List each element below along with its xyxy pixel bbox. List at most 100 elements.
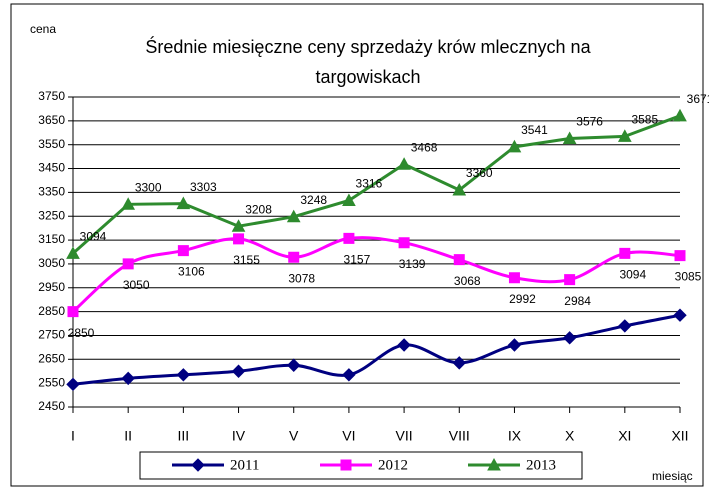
data-label: 3208 bbox=[245, 202, 272, 216]
data-point bbox=[67, 306, 79, 318]
y-tick-label: 2850 bbox=[38, 304, 65, 318]
data-label: 3094 bbox=[80, 230, 107, 244]
y-tick-label: 3450 bbox=[38, 161, 65, 175]
data-label: 2984 bbox=[564, 294, 591, 308]
x-tick-label: XII bbox=[671, 428, 688, 444]
x-tick-label: VII bbox=[396, 428, 413, 444]
y-tick-label: 3250 bbox=[38, 208, 65, 222]
data-point bbox=[66, 377, 80, 392]
x-tick-label: IV bbox=[232, 428, 246, 444]
data-label: 3541 bbox=[521, 123, 548, 137]
series-line bbox=[72, 313, 681, 386]
data-label: 3085 bbox=[675, 270, 702, 284]
data-point bbox=[121, 197, 136, 210]
data-point bbox=[674, 250, 686, 262]
data-label: 3157 bbox=[344, 253, 371, 267]
data-point bbox=[231, 364, 246, 378]
data-point bbox=[452, 182, 467, 196]
y-tick-label: 3050 bbox=[38, 256, 65, 270]
y-tick-label: 2450 bbox=[38, 399, 65, 413]
x-tick-label: IX bbox=[508, 428, 522, 444]
x-tick-label: V bbox=[289, 428, 299, 444]
data-point bbox=[343, 232, 355, 244]
data-point bbox=[508, 272, 520, 284]
data-point bbox=[288, 251, 300, 263]
data-point bbox=[122, 258, 134, 270]
data-point bbox=[564, 274, 576, 286]
x-tick-label: VI bbox=[342, 428, 355, 444]
y-tick-label: 2950 bbox=[38, 280, 65, 294]
x-tick-label: III bbox=[178, 428, 190, 444]
data-point bbox=[177, 245, 189, 257]
data-label: 3078 bbox=[288, 271, 315, 285]
chart-title: targowiskach bbox=[315, 67, 420, 87]
legend-marker bbox=[340, 459, 352, 471]
data-label: 3139 bbox=[399, 257, 426, 271]
y-axis-label: cena bbox=[30, 22, 56, 36]
data-label: 3106 bbox=[178, 265, 205, 279]
data-label: 3671 bbox=[687, 92, 709, 106]
data-point bbox=[286, 209, 301, 223]
data-label: 3303 bbox=[190, 180, 217, 194]
data-point bbox=[342, 193, 356, 206]
data-point bbox=[176, 196, 191, 210]
data-point bbox=[66, 246, 80, 259]
legend-marker bbox=[487, 457, 501, 471]
data-point bbox=[398, 237, 410, 249]
chart-frame bbox=[10, 3, 704, 487]
y-tick-label: 3150 bbox=[38, 232, 65, 246]
data-label: 3068 bbox=[454, 274, 481, 288]
series-line bbox=[72, 114, 681, 255]
data-label: 3155 bbox=[233, 253, 260, 267]
y-tick-label: 2650 bbox=[38, 351, 65, 365]
y-tick-label: 3350 bbox=[38, 185, 65, 199]
data-point bbox=[231, 219, 246, 232]
y-tick-label: 3550 bbox=[38, 137, 65, 151]
x-axis-label: miesiąc bbox=[652, 469, 693, 483]
data-point bbox=[507, 139, 522, 153]
data-point bbox=[562, 331, 577, 345]
legend-label: 2013 bbox=[526, 457, 556, 473]
data-label: 2992 bbox=[509, 292, 536, 306]
data-label: 3248 bbox=[300, 193, 327, 207]
x-tick-label: XI bbox=[618, 428, 631, 444]
data-point bbox=[618, 319, 632, 333]
data-label: 3300 bbox=[135, 180, 162, 194]
data-point bbox=[673, 108, 687, 122]
data-point bbox=[121, 371, 135, 386]
x-tick-label: X bbox=[565, 428, 575, 444]
x-tick-label: VIII bbox=[449, 428, 470, 444]
data-point bbox=[287, 358, 301, 372]
data-label: 3050 bbox=[123, 278, 150, 292]
data-point bbox=[617, 129, 632, 142]
y-tick-label: 2750 bbox=[38, 328, 65, 342]
data-point bbox=[562, 131, 577, 144]
y-tick-label: 3750 bbox=[38, 89, 65, 103]
data-point bbox=[507, 338, 522, 352]
chart-title: Średnie miesięczne ceny sprzedaży krów m… bbox=[145, 36, 591, 57]
data-label: 3316 bbox=[356, 177, 383, 191]
data-point bbox=[342, 368, 356, 382]
x-tick-label: I bbox=[71, 428, 75, 444]
data-point bbox=[176, 368, 191, 382]
data-point bbox=[397, 157, 411, 170]
legend-label: 2012 bbox=[378, 457, 408, 473]
data-label: 3360 bbox=[466, 166, 493, 180]
y-tick-label: 2550 bbox=[38, 375, 65, 389]
data-point bbox=[233, 233, 245, 245]
data-point bbox=[453, 254, 465, 266]
data-label: 3576 bbox=[576, 115, 603, 129]
x-tick-label: II bbox=[124, 428, 132, 444]
data-label: 2850 bbox=[68, 326, 95, 340]
data-point bbox=[619, 247, 631, 259]
data-label: 3585 bbox=[631, 113, 658, 127]
data-point bbox=[397, 338, 411, 352]
y-tick-label: 3650 bbox=[38, 113, 65, 127]
data-point bbox=[673, 308, 687, 322]
data-label: 3094 bbox=[619, 268, 646, 282]
legend-marker bbox=[191, 458, 205, 472]
data-point bbox=[452, 356, 466, 370]
legend-label: 2011 bbox=[230, 457, 259, 473]
data-label: 3468 bbox=[411, 140, 438, 154]
